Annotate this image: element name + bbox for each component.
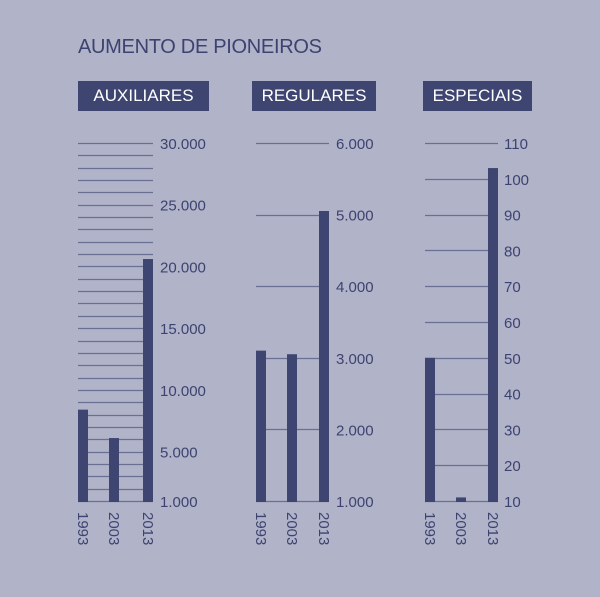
chart-regulares: 1.000 2.000 3.000 4.000 5.000 6.000 1993 2003 20… <box>252 136 374 545</box>
y-tick-label: 110 <box>504 136 528 153</box>
y-tick-label: 80 <box>504 243 521 260</box>
chart-title-regulares: REGULARES <box>252 81 376 111</box>
chart-title-especiais: ESPECIAIS <box>423 81 532 111</box>
y-tick-label: 1.000 <box>160 494 198 511</box>
y-tick-label: 60 <box>504 315 521 332</box>
bar-2003 <box>456 497 466 502</box>
x-tick-label: 2013 <box>139 512 156 545</box>
page-title: AUMENTO DE PIONEIROS <box>78 36 322 58</box>
y-tick-label: 20 <box>504 458 521 475</box>
y-tick-label: 40 <box>504 387 521 404</box>
y-tick-label: 30.000 <box>160 136 206 153</box>
x-tick-label: 2013 <box>315 512 332 545</box>
y-tick-label: 70 <box>504 279 521 296</box>
y-tick-label: 90 <box>504 208 521 225</box>
y-tick-label: 100 <box>504 172 529 189</box>
bar-2013 <box>143 259 153 502</box>
x-tick-label: 2003 <box>283 512 300 545</box>
y-tick-label: 10 <box>504 494 521 511</box>
x-tick-label: 2003 <box>105 512 122 545</box>
bar-2003 <box>287 354 297 502</box>
y-tick-label: 30 <box>504 422 521 439</box>
y-tick-label: 2.000 <box>336 422 374 439</box>
bar-1993 <box>425 357 435 502</box>
chart-auxiliares: 1.000 5.000 10.000 15.000 20.000 25.000 30.000… <box>74 136 206 545</box>
x-tick-label: 1993 <box>252 512 269 545</box>
y-tick-label: 4.000 <box>336 279 374 296</box>
y-tick-label: 20.000 <box>160 259 206 276</box>
chart-especiais: 10 20 30 40 50 60 70 80 90 100 110 1993 2003 2013 <box>421 136 529 545</box>
y-tick-label: 6.000 <box>336 136 374 153</box>
x-tick-label: 2013 <box>484 512 501 545</box>
y-tick-label: 50 <box>504 351 521 368</box>
x-tick-label: 1993 <box>74 512 91 545</box>
bar-2003 <box>109 438 119 502</box>
y-tick-label: 5.000 <box>160 445 198 462</box>
y-tick-label: 5.000 <box>336 208 374 225</box>
y-tick-label: 10.000 <box>160 383 206 400</box>
bar-2013 <box>488 168 498 502</box>
bar-2013 <box>319 211 329 502</box>
y-tick-label: 25.000 <box>160 198 206 215</box>
y-tick-label: 15.000 <box>160 321 206 338</box>
bar-1993 <box>256 350 266 502</box>
x-tick-label: 2003 <box>452 512 469 545</box>
chart-title-auxiliares: AUXILIARES <box>78 81 209 111</box>
bar-1993 <box>78 409 88 502</box>
y-tick-label: 1.000 <box>336 494 374 511</box>
y-tick-label: 3.000 <box>336 351 374 368</box>
x-tick-label: 1993 <box>421 512 438 545</box>
